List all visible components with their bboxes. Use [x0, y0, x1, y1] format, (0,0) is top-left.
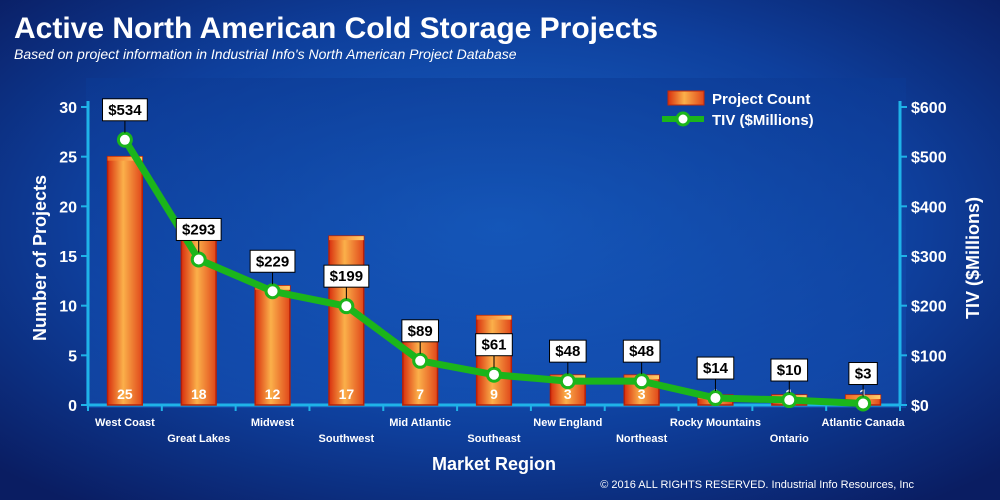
y-right-tick-label: $300	[911, 249, 947, 266]
y-right-tick-label: $0	[911, 398, 929, 415]
bar-count-label: 3	[638, 386, 646, 402]
tiv-line-layer	[116, 131, 872, 412]
x-axis-label: Market Region	[432, 454, 556, 474]
tiv-data-label: $293	[182, 221, 215, 238]
tiv-label-box	[475, 333, 513, 357]
bar-top	[329, 236, 364, 241]
x-tick-label: Southwest	[319, 433, 375, 445]
tiv-marker	[338, 298, 355, 315]
x-tick-label: Ontario	[770, 433, 809, 445]
y-right-tick-label: $100	[911, 348, 947, 365]
x-tick-label: Rocky Mountains	[670, 417, 761, 429]
legend-line-marker	[675, 111, 691, 127]
tiv-marker	[855, 395, 872, 412]
y-left-tick-label: 0	[68, 398, 77, 415]
tiv-marker	[559, 373, 576, 390]
x-tick-label: New England	[533, 417, 602, 429]
chart-subtitle: Based on project information in Industri…	[14, 46, 517, 62]
x-tick-label: Northeast	[616, 433, 668, 445]
chart-title: Active North American Cold Storage Proje…	[14, 12, 658, 45]
y-left-tick-label: 15	[59, 249, 77, 266]
x-tick-label: Southeast	[467, 433, 521, 445]
bar	[328, 235, 365, 406]
tiv-marker	[412, 352, 429, 369]
bar-top	[107, 156, 143, 161]
x-tick-label: Midwest	[251, 417, 295, 429]
tiv-data-label: $10	[777, 362, 802, 379]
tiv-data-label: $14	[703, 360, 729, 377]
y-right-tick-label: $600	[911, 100, 947, 117]
y-left-tick-label: 10	[59, 299, 77, 316]
tiv-label-box	[102, 98, 148, 122]
y-right-tick-label: $400	[911, 199, 947, 216]
data-labels: $534 $293 $229 $199 $89 $61 $48 $48 $14 $10 $3	[102, 98, 878, 397]
y-left-tick-label: 5	[68, 348, 77, 365]
tiv-label-box	[549, 339, 587, 363]
bar-count-label: 12	[265, 386, 281, 402]
y-left-tick-label: 20	[59, 199, 77, 216]
tiv-data-label: $61	[481, 337, 506, 354]
y-axis-right-label: TIV ($Millions)	[963, 197, 983, 319]
x-tick-label: Great Lakes	[167, 433, 230, 445]
x-tick-label: Atlantic Canada	[822, 417, 906, 429]
tiv-label-box	[323, 264, 370, 288]
tiv-data-label: $199	[330, 268, 363, 285]
y-axis-left-label: Number of Projects	[30, 175, 50, 341]
legend-item-project-count: Project Count	[712, 91, 810, 108]
tiv-marker	[633, 373, 650, 390]
bar-count-label: 7	[416, 386, 424, 402]
tiv-data-label: $534	[108, 102, 142, 119]
tiv-label-box	[696, 356, 735, 380]
tiv-label-box	[848, 362, 878, 386]
y-left-tick-label: 30	[59, 100, 77, 117]
tiv-marker	[486, 366, 502, 383]
copyright-text: © 2016 ALL RIGHTS RESERVED. Industrial I…	[600, 479, 914, 491]
legend-bar-swatch	[667, 90, 705, 106]
y-right-tick-label: $200	[911, 299, 947, 316]
x-tick-label: West Coast	[95, 417, 155, 429]
tiv-marker	[264, 283, 281, 300]
tiv-marker	[190, 251, 207, 268]
tiv-marker	[707, 390, 724, 407]
bar-count-label: 18	[191, 386, 207, 402]
tiv-marker	[781, 392, 798, 409]
bar-count-label: 9	[490, 386, 498, 402]
tiv-label-box	[401, 319, 439, 343]
tiv-label-box	[622, 339, 661, 363]
tiv-data-label: $3	[855, 366, 872, 383]
tiv-data-label: $48	[629, 343, 654, 360]
tiv-data-label: $229	[256, 253, 289, 270]
y-right-tick-label: $500	[911, 150, 947, 167]
tiv-marker	[116, 131, 133, 148]
tiv-label-box	[175, 217, 222, 241]
bar-count-label: 3	[564, 386, 572, 402]
tiv-label-box	[770, 358, 809, 382]
bar-top	[476, 315, 512, 320]
tiv-data-label: $48	[555, 343, 580, 360]
legend-item-tiv: TIV ($Millions)	[712, 112, 814, 129]
bar-count-label: 17	[339, 386, 355, 402]
y-left-tick-label: 25	[59, 150, 77, 167]
legend: Project Count TIV ($Millions)	[662, 90, 814, 129]
tiv-data-label: $89	[408, 323, 433, 340]
x-tick-label: Mid Atlantic	[389, 417, 451, 429]
bar-count-label: 25	[117, 386, 133, 402]
tiv-label-box	[249, 249, 296, 273]
bar	[106, 155, 144, 406]
